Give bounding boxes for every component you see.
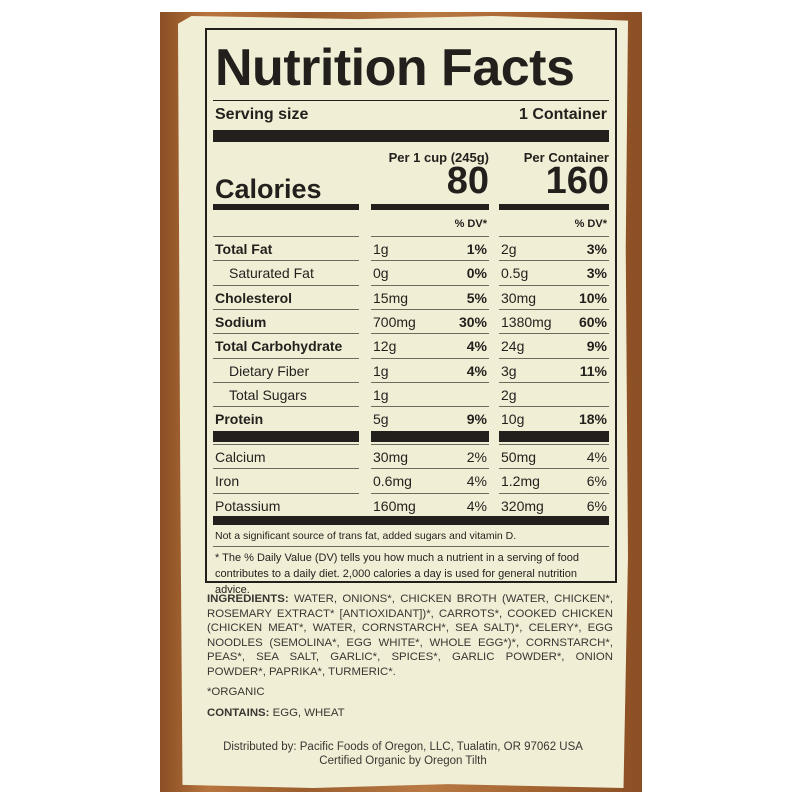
ingredients-text: WATER, ONIONS*, CHICKEN BROTH (WATER, CH…	[207, 593, 613, 678]
nutrient-name: Sodium	[215, 313, 267, 330]
col1-amount: 160mg	[373, 497, 416, 514]
col2-dv: 6%	[586, 473, 607, 490]
col2-amount: 3g	[501, 362, 517, 379]
col1-dv: 5%	[466, 289, 487, 306]
col2-amount: 1.2mg	[501, 473, 540, 490]
trans-fat-note: Not a significant source of trans fat, a…	[215, 530, 517, 542]
nutrient-name: Total Fat	[215, 241, 273, 257]
contains-label: CONTAINS:	[207, 706, 270, 719]
col2-dv: 4%	[586, 449, 607, 465]
col1-amount: 30mg	[373, 449, 409, 465]
calories-col2: 160	[545, 160, 609, 202]
col1-amount: 1g	[373, 241, 389, 257]
col2-dv: 3%	[586, 265, 607, 282]
nutrient-name: Total Carbohydrate	[215, 338, 343, 355]
col1-dv: 2%	[466, 449, 487, 465]
col2-amount: 0.5g	[501, 265, 529, 282]
col1-dv: 4%	[466, 497, 487, 514]
col1-dv: 9%	[466, 411, 487, 428]
nutrient-name: Total Sugars	[229, 386, 307, 403]
col2-dv: 18%	[578, 411, 607, 428]
col1-dv: 4%	[466, 362, 487, 379]
dv-header-col1: % DV*	[454, 218, 487, 230]
col2-dv: 10%	[578, 289, 607, 306]
calories-label: Calories	[215, 174, 322, 204]
col1-amount: 12g	[373, 338, 397, 355]
col2-amount: 2g	[501, 241, 517, 257]
label-panel	[178, 16, 628, 788]
col1-amount: 0g	[373, 265, 389, 282]
col2-amount: 10g	[501, 411, 525, 428]
dv-footnote: * The % Daily Value (DV) tells you how m…	[215, 552, 579, 596]
nutrient-name: Potassium	[215, 497, 281, 514]
serving-size-label: Serving size	[215, 106, 309, 123]
ingredients: INGREDIENTS: WATER, ONIONS*, CHICKEN BRO…	[207, 592, 613, 720]
col1-dv: 4%	[466, 473, 487, 490]
col1-dv: 0%	[466, 265, 487, 282]
label-title: Nutrition Facts	[215, 39, 575, 97]
col1-header: Per 1 cup (245g)	[388, 150, 489, 165]
col2-amount: 50mg	[501, 449, 537, 465]
footer: Distributed by: Pacific Foods of Oregon,…	[178, 740, 628, 768]
col2-amount: 1380mg	[501, 313, 552, 330]
col2-amount: 30mg	[501, 289, 537, 306]
contains-text: EGG, WHEAT	[272, 706, 345, 719]
nutrient-name: Saturated Fat	[229, 265, 314, 282]
col1-dv: 4%	[466, 338, 487, 355]
col1-dv: 1%	[466, 241, 487, 257]
calories-col1: 80	[446, 160, 489, 202]
nutrient-name: Iron	[215, 473, 240, 490]
col1-amount: 0.6mg	[373, 473, 412, 490]
certification-text: Certified Organic by Oregon Tilth	[319, 755, 487, 767]
nutrient-name: Dietary Fiber	[229, 362, 310, 379]
organic-note: *ORGANIC	[207, 686, 265, 698]
col1-dv: 30%	[458, 313, 487, 330]
col2-dv: 9%	[586, 338, 607, 355]
col2-amount: 320mg	[501, 497, 544, 514]
nutrient-name: Calcium	[215, 449, 266, 465]
col1-amount: 1g	[373, 386, 389, 403]
col2-amount: 2g	[501, 386, 517, 403]
col1-amount: 1g	[373, 362, 389, 379]
nutrient-name: Cholesterol	[215, 289, 293, 306]
col1-amount: 15mg	[373, 289, 409, 306]
nutrition-facts-label: Nutrition Facts Serving size 1 Container…	[205, 28, 617, 596]
distributor-text: Distributed by: Pacific Foods of Oregon,…	[223, 741, 583, 753]
dv-header-col2: % DV*	[574, 218, 607, 230]
col2-dv: 11%	[579, 362, 607, 379]
col2-dv: 3%	[586, 241, 607, 257]
col1-amount: 700mg	[373, 313, 416, 330]
serving-size-value: 1 Container	[518, 106, 607, 123]
col1-amount: 5g	[373, 411, 389, 428]
ingredients-label: INGREDIENTS:	[207, 593, 289, 605]
col2-amount: 24g	[501, 338, 525, 355]
nutrient-name: Protein	[215, 411, 264, 428]
col2-dv: 6%	[586, 497, 607, 514]
col2-dv: 60%	[578, 313, 607, 330]
col2-header: Per Container	[523, 150, 609, 165]
